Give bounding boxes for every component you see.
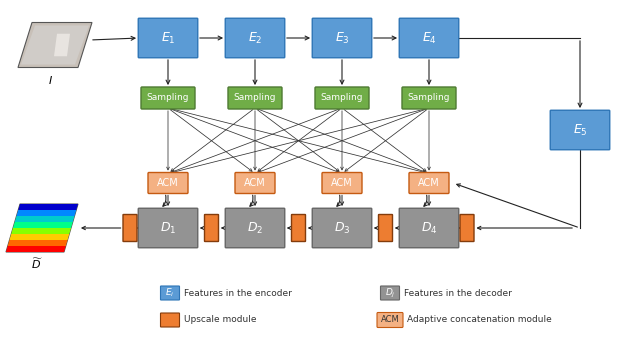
Text: $D_3$: $D_3$: [333, 220, 350, 236]
Polygon shape: [10, 234, 69, 240]
FancyBboxPatch shape: [225, 18, 285, 58]
Polygon shape: [13, 222, 73, 228]
FancyBboxPatch shape: [205, 215, 218, 241]
Text: $E_2$: $E_2$: [248, 31, 262, 46]
Polygon shape: [17, 210, 76, 216]
Text: Sampling: Sampling: [147, 94, 189, 103]
Text: $D_4$: $D_4$: [420, 220, 437, 236]
Polygon shape: [19, 204, 78, 210]
Text: ACM: ACM: [331, 178, 353, 188]
FancyBboxPatch shape: [161, 286, 179, 300]
FancyBboxPatch shape: [138, 18, 198, 58]
FancyBboxPatch shape: [141, 87, 195, 109]
Polygon shape: [54, 34, 70, 56]
Text: $I$: $I$: [47, 74, 52, 86]
FancyBboxPatch shape: [377, 313, 403, 328]
Polygon shape: [6, 204, 78, 252]
FancyBboxPatch shape: [235, 173, 275, 194]
Text: ACM: ACM: [418, 178, 440, 188]
Text: Features in the encoder: Features in the encoder: [184, 288, 292, 298]
Text: $E_1$: $E_1$: [161, 31, 175, 46]
Text: Adaptive concatenation module: Adaptive concatenation module: [407, 315, 552, 325]
FancyBboxPatch shape: [381, 286, 399, 300]
Text: Sampling: Sampling: [321, 94, 364, 103]
Text: ACM: ACM: [244, 178, 266, 188]
Polygon shape: [8, 240, 67, 246]
FancyBboxPatch shape: [378, 215, 392, 241]
Text: Upscale module: Upscale module: [184, 315, 257, 325]
Text: $D_1$: $D_1$: [160, 220, 176, 236]
FancyBboxPatch shape: [228, 87, 282, 109]
FancyBboxPatch shape: [138, 208, 198, 248]
Polygon shape: [18, 22, 92, 68]
Text: $D_2$: $D_2$: [247, 220, 263, 236]
FancyBboxPatch shape: [161, 313, 179, 327]
Text: $E_4$: $E_4$: [422, 31, 436, 46]
FancyBboxPatch shape: [550, 110, 610, 150]
FancyBboxPatch shape: [322, 173, 362, 194]
Text: $E_i$: $E_i$: [165, 287, 175, 299]
Text: ACM: ACM: [157, 178, 179, 188]
FancyBboxPatch shape: [123, 215, 137, 241]
Polygon shape: [12, 228, 71, 234]
Polygon shape: [15, 216, 74, 222]
FancyBboxPatch shape: [315, 87, 369, 109]
FancyBboxPatch shape: [148, 173, 188, 194]
FancyBboxPatch shape: [291, 215, 305, 241]
Text: $E_5$: $E_5$: [573, 122, 588, 137]
Text: Sampling: Sampling: [234, 94, 276, 103]
FancyBboxPatch shape: [225, 208, 285, 248]
Text: $D_j$: $D_j$: [385, 287, 396, 299]
FancyBboxPatch shape: [312, 208, 372, 248]
Polygon shape: [21, 26, 89, 64]
FancyBboxPatch shape: [312, 18, 372, 58]
Text: $E_3$: $E_3$: [335, 31, 349, 46]
FancyBboxPatch shape: [460, 215, 474, 241]
FancyBboxPatch shape: [399, 208, 459, 248]
Text: Sampling: Sampling: [408, 94, 451, 103]
Polygon shape: [6, 246, 66, 252]
FancyBboxPatch shape: [399, 18, 459, 58]
FancyBboxPatch shape: [402, 87, 456, 109]
Text: ACM: ACM: [381, 315, 399, 325]
FancyBboxPatch shape: [409, 173, 449, 194]
Text: Features in the decoder: Features in the decoder: [404, 288, 512, 298]
Text: $\widetilde{D}$: $\widetilde{D}$: [31, 257, 43, 272]
